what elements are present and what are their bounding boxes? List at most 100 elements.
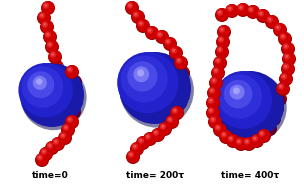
Circle shape [282, 52, 295, 65]
Circle shape [65, 65, 79, 79]
Circle shape [272, 103, 278, 110]
Circle shape [209, 87, 215, 94]
Circle shape [40, 14, 43, 17]
Circle shape [174, 86, 188, 100]
Circle shape [43, 23, 46, 26]
Circle shape [217, 46, 223, 53]
Circle shape [51, 53, 54, 56]
Circle shape [284, 45, 287, 48]
Circle shape [163, 37, 177, 51]
Circle shape [208, 115, 222, 129]
Circle shape [225, 4, 239, 18]
Circle shape [250, 134, 264, 148]
Circle shape [176, 76, 188, 89]
Circle shape [136, 136, 150, 150]
Circle shape [165, 38, 171, 45]
Circle shape [213, 56, 227, 70]
Circle shape [218, 36, 224, 43]
Circle shape [170, 106, 184, 120]
Circle shape [130, 142, 143, 155]
Circle shape [172, 49, 175, 52]
Circle shape [217, 72, 287, 142]
Circle shape [133, 66, 149, 82]
Circle shape [282, 42, 295, 55]
Circle shape [169, 46, 183, 60]
Circle shape [71, 96, 77, 103]
Circle shape [134, 13, 137, 16]
Text: time=0: time=0 [32, 170, 68, 180]
Circle shape [236, 3, 250, 17]
Circle shape [20, 63, 84, 127]
Circle shape [47, 142, 53, 149]
Circle shape [285, 55, 288, 58]
Circle shape [136, 19, 150, 33]
Circle shape [27, 71, 54, 98]
Circle shape [221, 131, 227, 138]
Circle shape [58, 131, 72, 145]
Circle shape [158, 33, 161, 36]
Circle shape [48, 144, 51, 147]
Circle shape [273, 105, 276, 108]
Circle shape [148, 29, 151, 32]
Circle shape [219, 38, 222, 41]
Circle shape [40, 147, 52, 160]
Circle shape [161, 125, 164, 128]
Circle shape [273, 23, 287, 37]
Circle shape [211, 118, 214, 121]
Circle shape [68, 75, 82, 89]
Circle shape [159, 122, 171, 135]
Circle shape [130, 142, 144, 156]
Circle shape [212, 79, 215, 82]
Circle shape [218, 25, 230, 38]
Circle shape [234, 137, 248, 151]
Circle shape [267, 16, 273, 23]
Circle shape [276, 26, 279, 29]
Circle shape [209, 76, 223, 89]
Circle shape [233, 87, 240, 94]
Circle shape [176, 57, 182, 64]
Circle shape [207, 86, 221, 100]
Circle shape [260, 132, 263, 135]
Circle shape [69, 106, 75, 113]
Circle shape [173, 96, 187, 110]
Circle shape [44, 4, 47, 7]
Circle shape [247, 5, 259, 18]
Circle shape [226, 134, 240, 148]
Circle shape [216, 35, 230, 48]
Circle shape [242, 137, 256, 151]
Circle shape [206, 106, 220, 120]
Circle shape [160, 123, 166, 130]
Circle shape [66, 115, 78, 128]
Circle shape [22, 66, 63, 108]
Circle shape [117, 52, 178, 113]
Circle shape [216, 35, 230, 49]
Circle shape [35, 153, 49, 167]
Circle shape [119, 52, 191, 124]
Circle shape [71, 78, 74, 81]
Circle shape [143, 132, 157, 146]
Circle shape [250, 134, 264, 147]
Circle shape [68, 68, 71, 71]
Circle shape [67, 66, 73, 73]
Circle shape [69, 75, 81, 88]
Circle shape [42, 21, 48, 28]
Circle shape [171, 106, 183, 119]
Circle shape [274, 23, 286, 36]
Circle shape [209, 115, 221, 128]
Circle shape [132, 10, 144, 23]
Circle shape [282, 52, 296, 66]
Circle shape [229, 137, 232, 140]
Circle shape [138, 137, 144, 144]
Text: time= 400τ: time= 400τ [221, 170, 279, 180]
Circle shape [177, 77, 183, 84]
Circle shape [152, 128, 164, 141]
Circle shape [226, 134, 240, 147]
Circle shape [212, 66, 224, 79]
Circle shape [157, 31, 163, 38]
Circle shape [175, 76, 189, 90]
Circle shape [52, 61, 58, 68]
Circle shape [227, 5, 233, 12]
Circle shape [63, 124, 69, 131]
Circle shape [131, 10, 145, 24]
Circle shape [42, 150, 45, 153]
